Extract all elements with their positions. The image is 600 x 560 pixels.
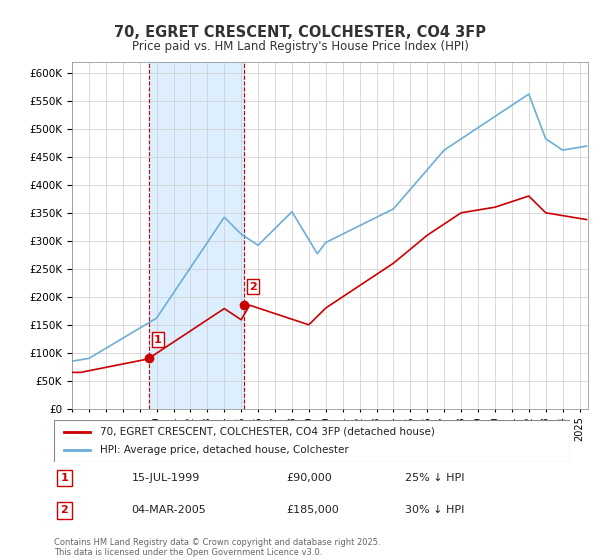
FancyBboxPatch shape	[54, 420, 570, 462]
Text: 30% ↓ HPI: 30% ↓ HPI	[405, 505, 464, 515]
Text: 2: 2	[249, 282, 257, 292]
Text: 70, EGRET CRESCENT, COLCHESTER, CO4 3FP (detached house): 70, EGRET CRESCENT, COLCHESTER, CO4 3FP …	[100, 427, 436, 437]
Text: 1: 1	[154, 335, 161, 345]
Text: 2: 2	[61, 505, 68, 515]
Text: 25% ↓ HPI: 25% ↓ HPI	[405, 473, 464, 483]
Text: £185,000: £185,000	[286, 505, 339, 515]
Text: 1: 1	[61, 473, 68, 483]
Text: 04-MAR-2005: 04-MAR-2005	[131, 505, 206, 515]
Text: 15-JUL-1999: 15-JUL-1999	[131, 473, 200, 483]
Text: Price paid vs. HM Land Registry's House Price Index (HPI): Price paid vs. HM Land Registry's House …	[131, 40, 469, 53]
Bar	[149, 62, 244, 409]
Text: 70, EGRET CRESCENT, COLCHESTER, CO4 3FP: 70, EGRET CRESCENT, COLCHESTER, CO4 3FP	[114, 25, 486, 40]
Text: Contains HM Land Registry data © Crown copyright and database right 2025.
This d: Contains HM Land Registry data © Crown c…	[54, 538, 380, 557]
Text: HPI: Average price, detached house, Colchester: HPI: Average price, detached house, Colc…	[100, 445, 349, 455]
Text: £90,000: £90,000	[286, 473, 332, 483]
